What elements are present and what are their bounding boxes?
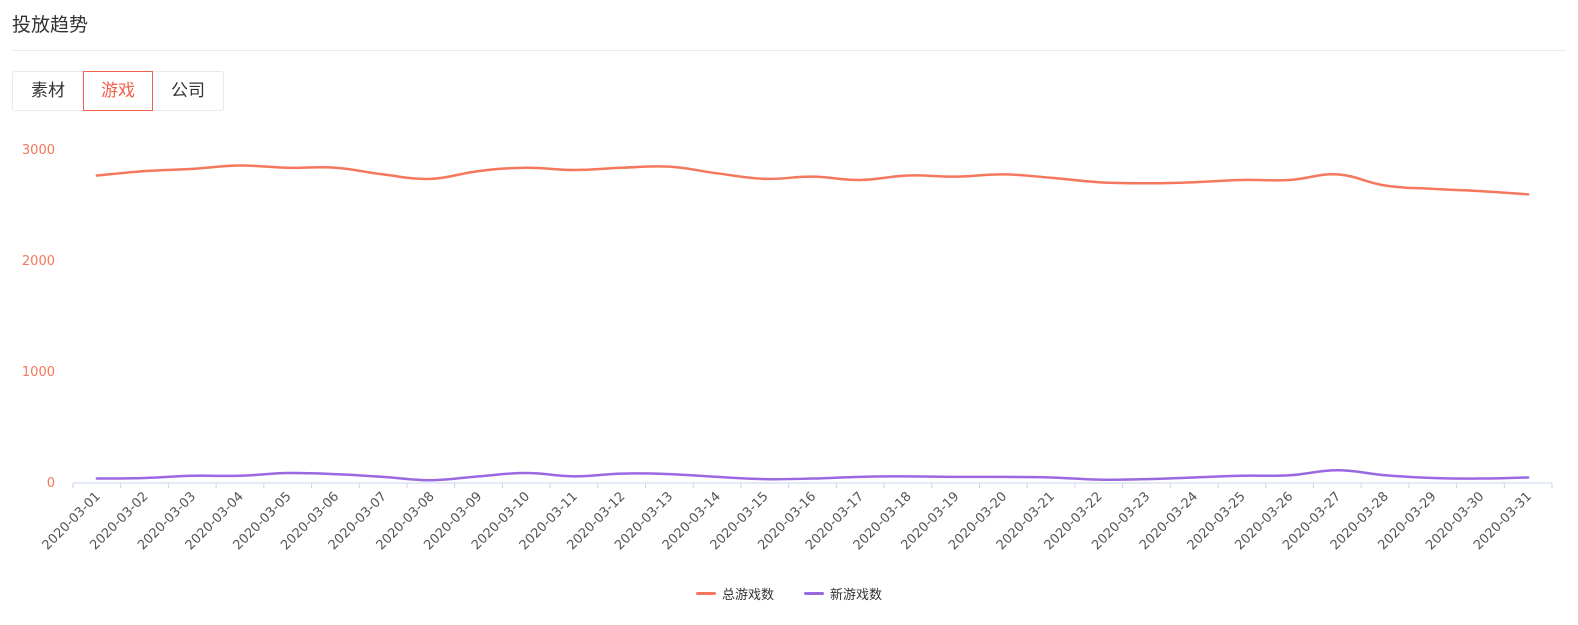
data-point[interactable] (857, 177, 863, 183)
data-point[interactable] (1191, 179, 1197, 185)
data-point[interactable] (1430, 186, 1436, 192)
data-point[interactable] (1143, 476, 1149, 482)
data-point[interactable] (523, 470, 529, 476)
data-point[interactable] (237, 163, 243, 169)
data-point[interactable] (1334, 171, 1340, 177)
data-point[interactable] (762, 476, 768, 482)
data-point[interactable] (1096, 179, 1102, 185)
data-point[interactable] (1191, 474, 1197, 480)
data-point[interactable] (1287, 177, 1293, 183)
data-point[interactable] (428, 477, 434, 483)
data-point[interactable] (619, 165, 625, 171)
data-point[interactable] (857, 474, 863, 480)
data-point[interactable] (810, 174, 816, 180)
data-point[interactable] (332, 165, 338, 171)
data-point[interactable] (810, 476, 816, 482)
data-point[interactable] (142, 168, 148, 174)
data-point[interactable] (1334, 467, 1340, 473)
y-tick-label: 0 (47, 476, 55, 491)
data-point[interactable] (1477, 188, 1483, 194)
data-point[interactable] (1000, 474, 1006, 480)
data-point[interactable] (905, 473, 911, 479)
data-point[interactable] (189, 473, 195, 479)
data-point[interactable] (762, 176, 768, 182)
data-point[interactable] (714, 170, 720, 176)
data-point[interactable] (1239, 473, 1245, 479)
data-point[interactable] (953, 174, 959, 180)
data-point[interactable] (1430, 475, 1436, 481)
data-point[interactable] (1525, 474, 1531, 480)
legend-swatch-total (695, 592, 716, 595)
data-point[interactable] (1382, 472, 1388, 478)
y-tick-label: 1000 (22, 365, 55, 380)
data-point[interactable] (142, 475, 148, 481)
data-point[interactable] (285, 165, 291, 171)
data-point[interactable] (476, 168, 482, 174)
legend-label-new: 新游戏数 (830, 588, 883, 603)
data-point[interactable] (666, 164, 672, 170)
page-title: 投放趋势 (12, 14, 89, 36)
y-tick-label: 2000 (22, 254, 55, 269)
data-point[interactable] (380, 474, 386, 480)
tab-game[interactable]: 游戏 (83, 71, 153, 111)
data-point[interactable] (953, 474, 959, 480)
data-point[interactable] (1239, 177, 1245, 183)
data-point[interactable] (1000, 171, 1006, 177)
y-tick-label: 3000 (22, 143, 55, 158)
data-point[interactable] (476, 473, 482, 479)
data-point[interactable] (237, 473, 243, 479)
data-point[interactable] (94, 476, 100, 482)
tab-material[interactable]: 素材 (31, 81, 65, 101)
data-point[interactable] (1287, 472, 1293, 478)
tab-company[interactable]: 公司 (171, 81, 205, 101)
series-line-new-games[interactable] (95, 468, 1530, 482)
data-point[interactable] (1525, 191, 1531, 197)
series-line-total-games[interactable] (95, 164, 1530, 196)
data-point[interactable] (714, 474, 720, 480)
data-point[interactable] (285, 470, 291, 476)
data-point[interactable] (523, 165, 529, 171)
data-point[interactable] (619, 471, 625, 477)
header-divider (12, 50, 1566, 51)
data-point[interactable] (1477, 476, 1483, 482)
legend-item-total[interactable]: 总游戏数 (695, 584, 774, 603)
data-point[interactable] (1143, 180, 1149, 186)
data-point[interactable] (189, 166, 195, 172)
legend-swatch-new (804, 592, 824, 595)
data-point[interactable] (571, 473, 577, 479)
data-point[interactable] (94, 173, 100, 179)
legend-label-total: 总游戏数 (721, 588, 774, 603)
data-point[interactable] (666, 471, 672, 477)
data-point[interactable] (428, 176, 434, 182)
data-point[interactable] (1048, 474, 1054, 480)
data-point[interactable] (905, 173, 911, 179)
legend-item-new[interactable]: 新游戏数 (804, 584, 882, 603)
chart-legend: 总游戏数 新游戏数 (0, 584, 1578, 603)
tab-group: 素材 游戏 公司 (12, 71, 224, 111)
data-point[interactable] (380, 171, 386, 177)
data-point[interactable] (1382, 183, 1388, 189)
data-point[interactable] (571, 167, 577, 173)
data-point[interactable] (1096, 477, 1102, 483)
data-point[interactable] (332, 471, 338, 477)
data-point[interactable] (1048, 175, 1054, 181)
